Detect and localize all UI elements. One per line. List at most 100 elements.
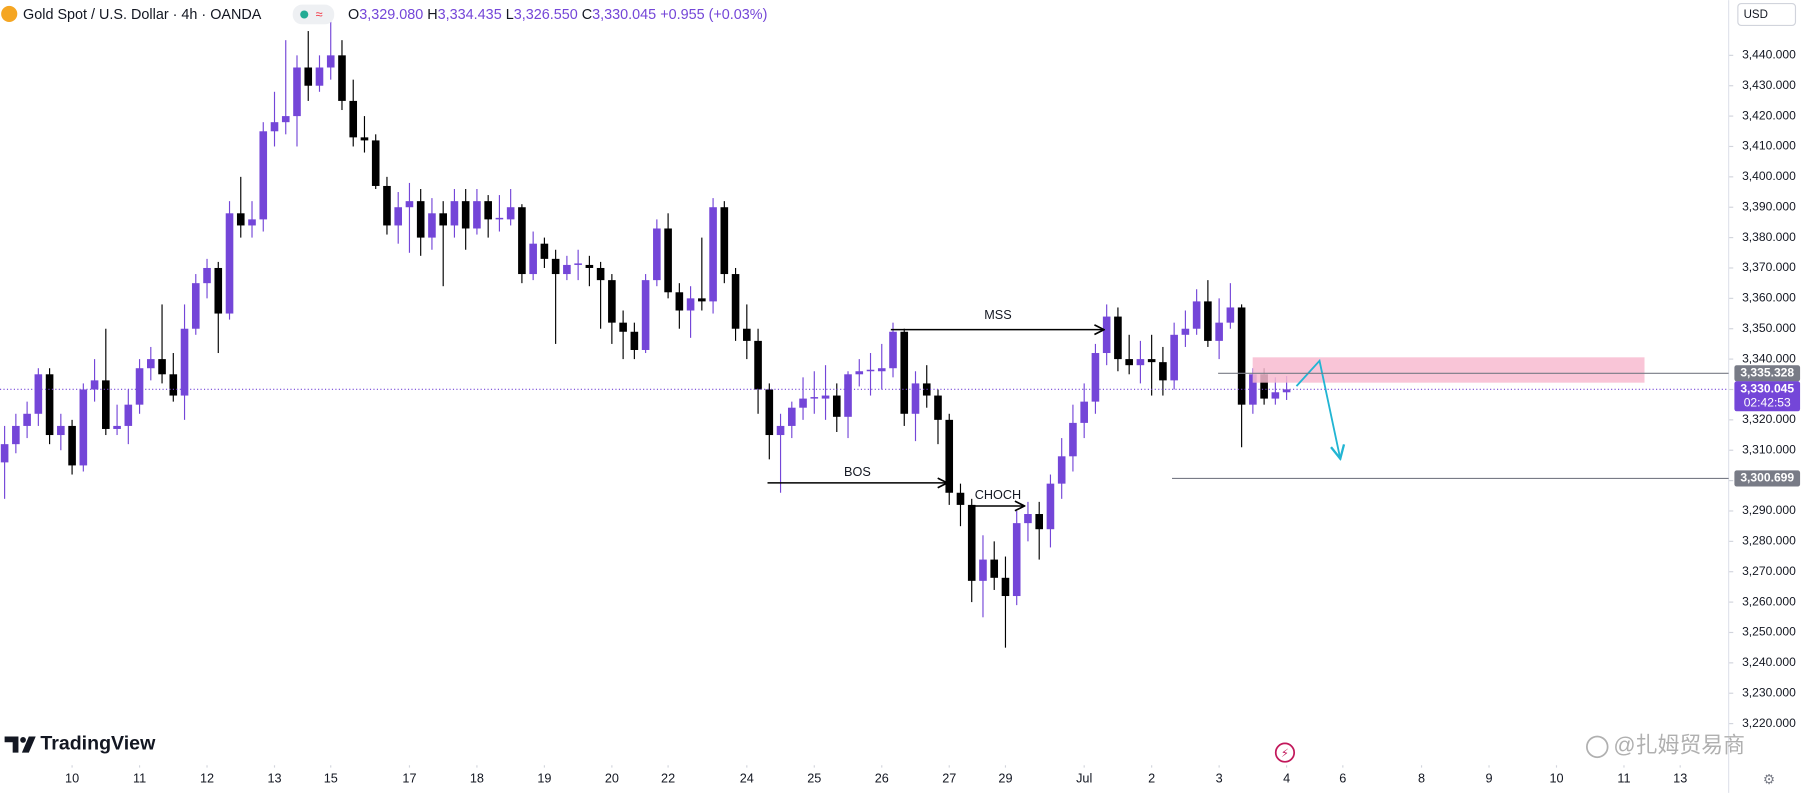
currency-box[interactable]: [1737, 2, 1797, 26]
y-tick-label: 3,310.000: [1742, 442, 1796, 456]
candle-body: [574, 263, 582, 265]
annotation: MSS: [984, 308, 1011, 322]
candle-body: [810, 397, 819, 399]
y-tick-label: 3,240.000: [1742, 655, 1796, 669]
candle-body: [664, 228, 672, 293]
price-label-box: [1734, 470, 1801, 487]
candle-body: [1012, 523, 1021, 597]
symbol-title[interactable]: Gold Spot / U.S. Dollar · 4h · OANDA: [23, 7, 262, 23]
y-tick-label: 3,260.000: [1742, 594, 1796, 608]
candle-body: [720, 207, 729, 275]
candle-body: [967, 504, 976, 581]
candle-body: [979, 559, 987, 581]
candle-body: [12, 425, 20, 445]
candle-body: [889, 331, 897, 369]
candle-body: [1282, 389, 1291, 393]
candle-body: [832, 395, 841, 417]
candle-body: [248, 219, 256, 226]
currency[interactable]: USD: [1744, 9, 1768, 21]
logo-text: TradingView: [40, 733, 156, 755]
candle-body: [799, 398, 807, 408]
candle-body: [428, 213, 436, 238]
y-tick-label: 3,440.000: [1742, 48, 1796, 62]
price-label: 3,335.328: [1740, 365, 1794, 379]
ohlc-value: 3,330.045: [592, 7, 656, 23]
candle-body: [371, 140, 380, 186]
y-tick-label: 3,410.000: [1742, 139, 1796, 153]
x-tick-label: 27: [942, 771, 956, 785]
candle-body: [169, 374, 178, 396]
candle-body: [877, 368, 886, 372]
status-pill: [292, 4, 335, 25]
candle-body: [1215, 322, 1223, 341]
y-tick-label: 3,370.000: [1742, 260, 1796, 274]
y-tick-label: 3,400.000: [1742, 169, 1796, 183]
price-label-box: [1734, 381, 1801, 412]
candle-body: [495, 217, 504, 220]
candle-body: [1091, 353, 1100, 402]
candle-body: [180, 328, 189, 396]
ohlc-value: 3,329.080: [359, 7, 423, 23]
candle-body: [698, 298, 706, 302]
candle-body: [540, 243, 549, 259]
candle-body: [1069, 422, 1077, 457]
status-dot: [300, 10, 309, 19]
candle-body: [383, 185, 391, 226]
candle-body: [191, 283, 200, 329]
candle-body: [158, 359, 166, 375]
y-tick-label: 3,220.000: [1742, 716, 1796, 730]
candle-body: [281, 116, 290, 123]
candle-body: [1024, 514, 1032, 524]
x-tick-label: Jul: [1076, 771, 1092, 785]
x-tick-label: 13: [1673, 771, 1687, 785]
candle-body: [57, 425, 65, 436]
candle-body: [731, 274, 740, 329]
candle-body: [68, 425, 76, 466]
candle-body: [326, 55, 335, 68]
candle-body: [1271, 392, 1280, 399]
candle-body: [934, 395, 942, 420]
lightning-icon[interactable]: [1274, 742, 1296, 763]
candle-body: [45, 374, 54, 436]
candle-body: [743, 328, 751, 341]
candle-body: [0, 444, 9, 463]
candle-body: [653, 228, 661, 281]
x-tick-label: 4: [1283, 771, 1290, 785]
candle-body: [349, 100, 358, 138]
y-tick-label: 3,380.000: [1742, 230, 1796, 244]
candle-body: [203, 267, 211, 284]
candle-body: [1080, 401, 1088, 423]
ohlc-key: L: [506, 7, 514, 23]
candle-body: [855, 371, 864, 375]
candle-body: [1260, 374, 1268, 399]
x-tick-label: 22: [661, 771, 675, 785]
y-tick-label: 3,360.000: [1742, 291, 1796, 305]
candle-body: [821, 395, 830, 399]
candle-body: [102, 380, 110, 429]
candle-body: [1226, 307, 1235, 323]
x-tick-label: 3: [1216, 771, 1223, 785]
candle-body: [1057, 456, 1066, 484]
candle-body: [1237, 307, 1246, 405]
settings-icon[interactable]: ⚙: [1763, 771, 1775, 787]
candle-body: [641, 280, 650, 350]
candle-body: [338, 55, 346, 101]
candle-body: [1204, 301, 1212, 341]
candle-body: [529, 243, 537, 275]
candle-body: [90, 380, 99, 390]
x-tick-label: 10: [65, 771, 79, 785]
candle-body: [563, 264, 571, 275]
status-icon: ≈: [316, 7, 323, 21]
candle-body: [473, 201, 481, 229]
candle-body: [304, 67, 313, 86]
candle-body: [596, 267, 605, 281]
x-tick-label: 8: [1418, 771, 1425, 785]
candle-body: [113, 425, 121, 429]
candle-body: [124, 404, 133, 426]
candle-body: [484, 201, 492, 220]
candle-body: [439, 213, 447, 226]
x-tick-label: 20: [605, 771, 619, 785]
projection-arrow: [1295, 358, 1340, 459]
x-tick-label: 9: [1485, 771, 1492, 785]
